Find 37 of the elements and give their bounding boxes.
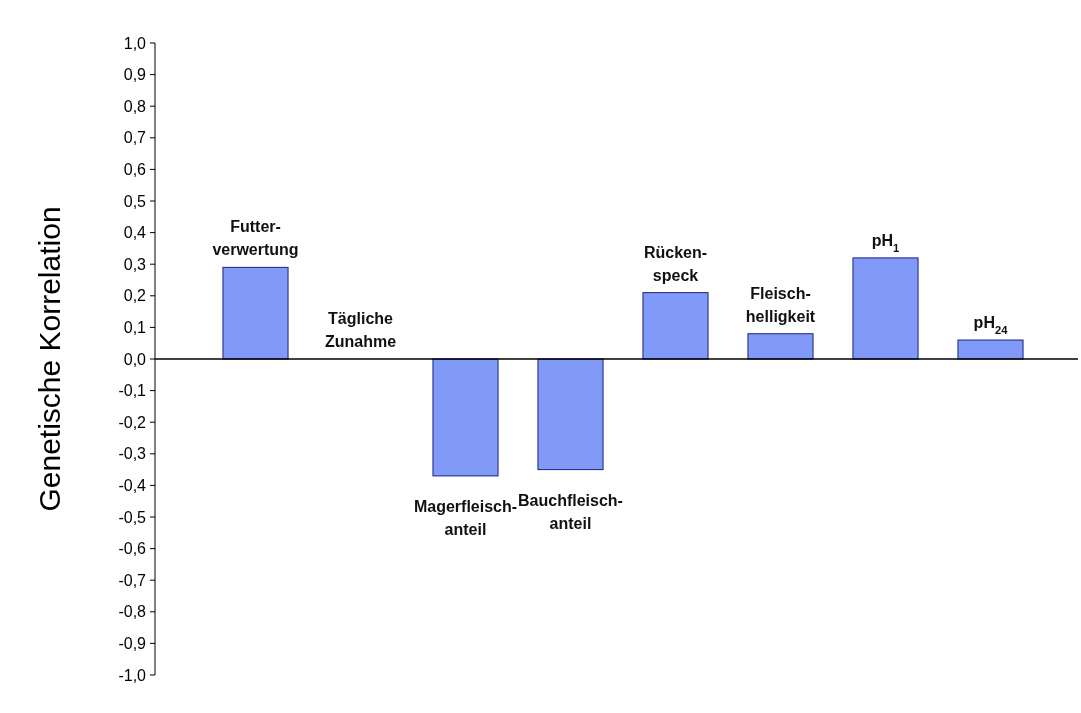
y-tick-label: 0,9 (123, 66, 147, 84)
y-tick-label: 0,0 (123, 350, 147, 368)
bar (852, 257, 919, 360)
y-tick-label: 0,1 (123, 319, 147, 336)
y-tick-label: -0,5 (118, 508, 147, 526)
y-tick-label: 0,7 (123, 129, 147, 147)
y-tick-label: 1,0 (123, 34, 147, 52)
x-tick-label: pH$_{24}$ (973, 314, 1009, 337)
bar (957, 339, 1024, 360)
y-tick-label: 0,3 (123, 255, 147, 273)
y-tick-label: 0,8 (123, 97, 147, 115)
y-tick-label: 0,2 (123, 287, 147, 305)
y-tick-label: -0,3 (118, 445, 147, 463)
bar (537, 358, 604, 471)
y-tick-label: 0,5 (123, 192, 147, 210)
x-tick-label: pH$_{1}$ (871, 231, 900, 254)
y-tick-label: -0,4 (118, 477, 147, 494)
x-tick-label: Magerfleisch- anteil (413, 497, 518, 538)
y-tick-label: -0,7 (118, 571, 147, 589)
bar (432, 358, 499, 477)
y-tick-label: 0,6 (123, 161, 147, 178)
x-tick-label: Bauchfleisch- anteil (518, 491, 623, 532)
x-tick-label: Fleisch- helligkeit (745, 284, 816, 325)
bar (642, 292, 709, 360)
y-tick-label: -1,0 (118, 666, 147, 684)
y-tick-label: -0,9 (118, 635, 147, 652)
y-axis-title: Genetische Korrelation (33, 206, 66, 512)
bar (222, 266, 289, 360)
y-tick-label: -0,1 (118, 382, 147, 400)
y-tick-label: -0,8 (118, 603, 147, 621)
bar (747, 333, 814, 360)
x-tick-label: Rücken- speck (643, 243, 708, 284)
x-tick-label: Futter- verwertung (212, 218, 299, 259)
x-tick-label: Tägliche Zunahme (324, 310, 397, 350)
y-tick-label: -0,6 (118, 540, 147, 558)
y-tick-label: -0,2 (118, 413, 147, 431)
y-tick-label: 0,4 (123, 224, 147, 242)
